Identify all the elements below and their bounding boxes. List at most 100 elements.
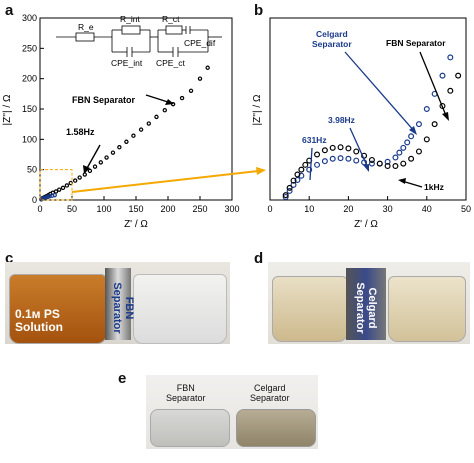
y-tick-label-a: 150 (22, 104, 37, 114)
x-tick-label-a: 150 (128, 204, 143, 214)
annotation-fbn-b: FBN Separator (386, 38, 446, 48)
data-point-b-s1 (314, 151, 321, 158)
data-point-b-s0 (400, 144, 407, 151)
data-point-a-s0 (131, 133, 136, 138)
data-point-a-s0 (92, 164, 98, 169)
y-tick-label-a: 200 (22, 74, 37, 84)
x-tick-label-a: 100 (96, 204, 111, 214)
data-point-a-s0 (197, 76, 203, 81)
data-point-a-s0 (205, 65, 210, 70)
photo-e: FBN Separator Celgard Separator (146, 375, 318, 449)
circuit-label-cpe-dif: CPE_dif (184, 38, 216, 48)
data-point-b-s1 (290, 177, 297, 184)
circuit-label-cpe-ct: CPE_ct (156, 58, 185, 68)
panel-label-c: c (5, 250, 14, 267)
annotation-celgard-b-2: Separator (312, 39, 352, 49)
label-fbn-separator-c: FBN Separator (111, 282, 135, 334)
data-point-b-s0 (408, 133, 415, 140)
data-point-b-s1 (431, 121, 438, 128)
x-tick-label-a: 0 (37, 204, 42, 214)
x-tick-label-a: 300 (224, 204, 239, 214)
data-point-b-s0 (353, 157, 360, 164)
data-point-b-s1 (337, 144, 344, 151)
data-point-a-s0 (104, 155, 109, 160)
plot-frame-b (269, 17, 467, 201)
xlabel-b: Z' / Ω (354, 219, 378, 230)
inset-box (39, 169, 73, 201)
y-tick-label-a: 300 (22, 13, 37, 23)
x-tick-label-b: 10 (304, 204, 314, 214)
data-point-b-s0 (404, 139, 411, 146)
data-point-a-s0 (87, 168, 93, 174)
data-point-b-s0 (368, 160, 375, 167)
data-point-b-s0 (321, 158, 328, 165)
data-point-b-s0 (282, 193, 289, 200)
data-point-b-s0 (415, 121, 422, 128)
data-point-b-s1 (282, 192, 289, 199)
y-tick-label-a: 250 (22, 43, 37, 53)
data-point-a-s0 (72, 178, 78, 183)
data-point-a-s0 (188, 88, 194, 94)
y-tick-label-a: 100 (22, 134, 37, 144)
vial-left-d (272, 276, 348, 342)
annotation-fbn-a: FBN Separator (72, 95, 136, 105)
panel-label-b: b (254, 2, 264, 19)
vial-left-c (9, 274, 107, 344)
data-point-b-s0 (423, 105, 430, 112)
vial-right-c (133, 274, 227, 344)
nyquist-plot-a: 0 50 100 150 200 250 300 0 50 100 150 200 250 300 (2, 13, 266, 230)
data-point-a-s0 (82, 172, 88, 177)
xlabel-a: Z' / Ω (124, 219, 148, 230)
annotation-1khz: 1kHz (424, 182, 444, 192)
data-point-b-s1 (321, 147, 328, 154)
data-point-b-s1 (423, 136, 430, 143)
data-point-b-s0 (314, 161, 321, 168)
label-celgard-separator-d: Celgard Separator (354, 282, 378, 334)
data-point-b-s0 (306, 166, 313, 173)
data-point-a-s0 (57, 187, 62, 192)
data-point-b-s1 (392, 163, 399, 170)
data-point-a-s0 (60, 185, 66, 191)
vial-left-e (150, 409, 230, 447)
separator-clamp-c (105, 268, 131, 340)
data-point-b-s0 (345, 155, 352, 162)
data-point-b-s0 (337, 155, 344, 162)
circuit-label-rct: R_ct (162, 14, 180, 24)
data-point-a-s0 (154, 114, 159, 120)
x-tick-label-a: 200 (160, 204, 175, 214)
x-tick-label-b: 20 (343, 204, 353, 214)
data-point-a-s1 (52, 192, 57, 198)
data-point-b-s0 (329, 155, 336, 162)
equivalent-circuit (56, 25, 222, 57)
data-point-a-s0 (110, 150, 116, 155)
data-point-b-s0 (447, 54, 454, 61)
ylabel-b: |Z''| / Ω (252, 94, 263, 125)
arrow-freq-a (85, 144, 101, 171)
data-point-b-s1 (345, 145, 352, 152)
data-point-a-s0 (98, 160, 104, 165)
data-point-b-s0 (392, 154, 399, 161)
vial-right-e (236, 409, 316, 447)
data-point-a-s0 (124, 139, 129, 144)
x-tick-label-b: 30 (383, 204, 393, 214)
zoom-arrow (71, 170, 259, 193)
separator-clamp-d (346, 268, 386, 340)
y-tick-label-a: 0 (32, 195, 37, 205)
panel-label-e: e (118, 370, 127, 387)
circuit-label-rint: R_int (120, 14, 140, 24)
data-point-b-s1 (400, 160, 407, 167)
label-fbn-e-1: FBN (176, 383, 195, 393)
data-point-b-s1 (368, 156, 375, 163)
y-tick-label-a: 50 (27, 165, 37, 175)
data-point-b-s0 (396, 149, 403, 156)
vial-right-d (388, 276, 466, 342)
x-tick-label-b: 40 (422, 204, 432, 214)
data-point-b-s1 (298, 166, 305, 173)
data-point-b-s1 (353, 148, 360, 155)
data-point-a-s0 (162, 108, 167, 113)
data-point-b-s1 (329, 144, 336, 151)
nyquist-plot-b: 0 10 20 30 40 50 Celgard Separator FBN Separa… (252, 17, 471, 230)
data-point-a-s0 (138, 127, 144, 132)
data-point-b-s1 (447, 87, 454, 94)
